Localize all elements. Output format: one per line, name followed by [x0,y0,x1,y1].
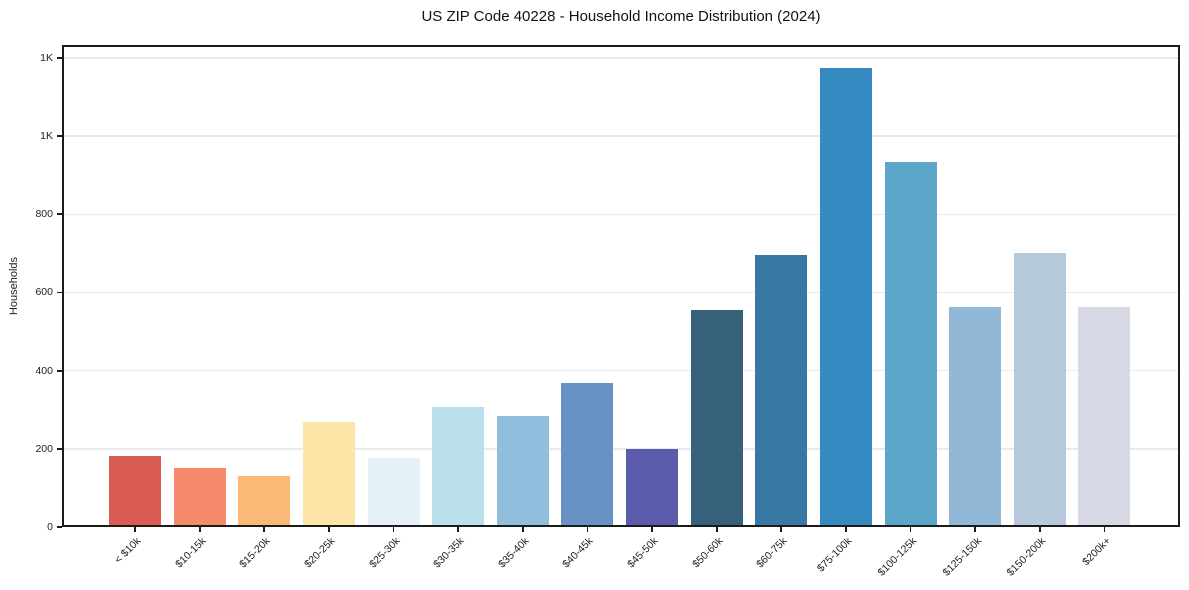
y-tick-label: 800 [35,208,53,221]
y-axis-label: Households [8,256,20,316]
x-tick-label-text: $150-200k [1004,535,1049,579]
x-tick-mark [715,527,718,532]
y-tick-mark [57,57,62,59]
y-tick-label: 200 [35,442,53,455]
x-tick-label-text: $100-125k [875,535,920,579]
y-tick-mark [57,135,62,137]
x-tick-label-text: $15-20k [237,535,273,571]
plot-area: 0 200 400 600 800 1K 1K < $10k $10-15k $15-20k $20… [35,45,1180,579]
bar [302,422,355,527]
x-tick-mark [198,527,201,532]
x-tick-label-text: $125-150k [940,535,984,579]
y-gridline [62,291,1180,294]
bar [238,475,291,527]
bar [561,382,614,527]
bar [496,415,549,527]
x-tick-mark [780,527,783,532]
y-tick-label: 0 [47,521,53,533]
y-gridline [62,135,1180,137]
y-tick-mark [57,526,62,528]
bar [690,309,743,527]
x-tick-mark [909,527,912,532]
bar [173,467,226,527]
y-gridline [62,57,1180,59]
bar [432,407,485,527]
x-tick-label-text: $40-45k [560,535,596,571]
x-tick-label-text: $30-35k [431,535,467,571]
x-tick-mark [1038,527,1041,532]
x-tick-label-text: $25-30k [366,535,403,571]
x-tick-label-text: < $10k [112,535,144,566]
y-tick-label: 400 [35,364,53,377]
x-tick-mark [521,527,524,532]
bar [626,448,679,527]
x-tick-mark [1103,527,1106,532]
x-tick-label-text: $10-15k [172,535,209,571]
x-tick-mark [651,527,653,532]
y-tick-mark [57,369,62,372]
y-tick-label: 1K [40,130,53,143]
bar [819,67,872,527]
x-tick-mark [134,527,136,532]
x-tick-mark [974,527,977,532]
y-gridline [62,448,1180,450]
x-tick-label-text: $50-60k [689,535,726,571]
x-tick-mark [263,527,266,532]
bar [949,306,1002,527]
y-tick-mark [57,291,62,294]
x-tick-label-text: $60-75k [754,535,790,571]
bar [1013,253,1066,527]
x-tick-label-text: $45-50k [625,535,661,571]
x-tick-label-text: $200k+ [1079,535,1113,569]
y-gridline [62,369,1180,372]
bar [109,455,161,527]
x-tick-mark [327,527,330,532]
x-tick-mark [586,527,589,532]
bar [1078,307,1131,527]
y-tick-mark [57,447,62,450]
x-tick-label-text: $20-25k [302,535,338,571]
x-tick-mark [457,527,460,532]
x-tick-mark [392,527,395,532]
y-tick-label: 600 [35,286,53,299]
bar [884,162,937,527]
x-tick-mark [845,527,847,532]
bar [755,255,808,527]
y-gridline [62,213,1180,216]
chart-title: US ZIP Code 40228 - Household Income Dis… [421,8,821,25]
y-tick-label: 1K [40,51,53,64]
bar [367,458,420,527]
y-tick-mark [57,213,62,216]
x-tick-label-text: $75-100k [814,535,855,575]
x-tick-label-text: $35-40k [495,535,532,571]
